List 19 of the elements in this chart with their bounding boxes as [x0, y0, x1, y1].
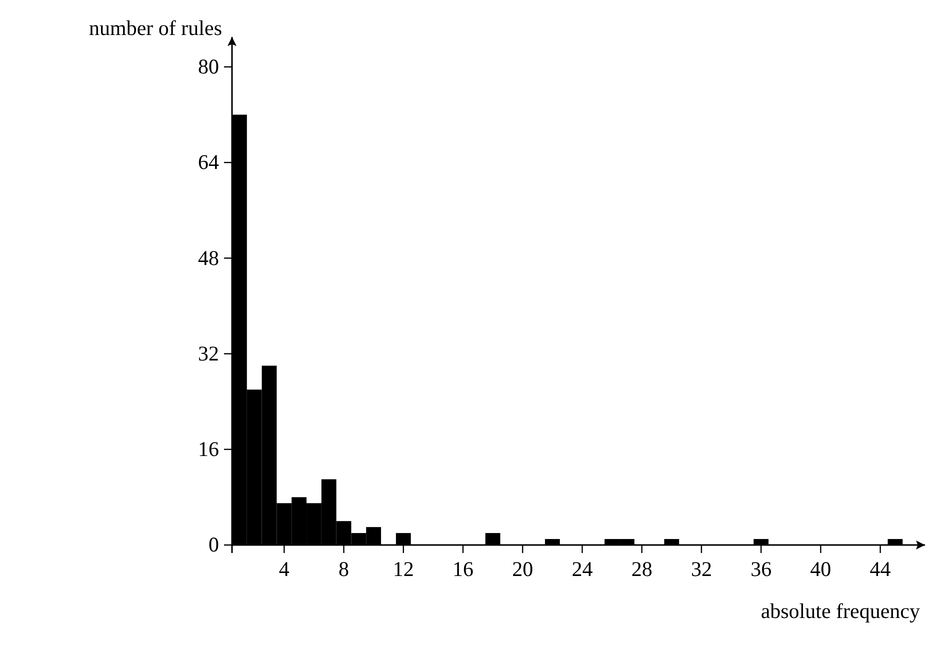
y-tick-label: 0 — [208, 532, 219, 557]
x-tick-label: 20 — [512, 556, 534, 581]
x-tick-label: 8 — [338, 556, 350, 581]
x-tick-label: 12 — [392, 556, 414, 581]
y-tick-label: 32 — [198, 341, 219, 366]
y-axis-title: number of rules — [89, 16, 222, 40]
x-axis-title: absolute frequency — [760, 599, 920, 623]
x-tick-label: 28 — [631, 556, 652, 581]
x-tick-label: 40 — [810, 556, 832, 581]
x-tick-label: 44 — [870, 556, 892, 581]
y-tick-label: 64 — [198, 150, 220, 174]
x-tick-label: 16 — [452, 556, 474, 581]
x-tick-label: 32 — [690, 556, 712, 581]
x-tick-label: 4 — [278, 556, 290, 581]
x-tick-label: 24 — [572, 556, 594, 581]
x-tick-label: 36 — [750, 556, 772, 581]
y-tick-label: 16 — [198, 437, 219, 462]
y-tick-label: 80 — [198, 54, 219, 79]
y-tick-label: 48 — [198, 246, 219, 270]
